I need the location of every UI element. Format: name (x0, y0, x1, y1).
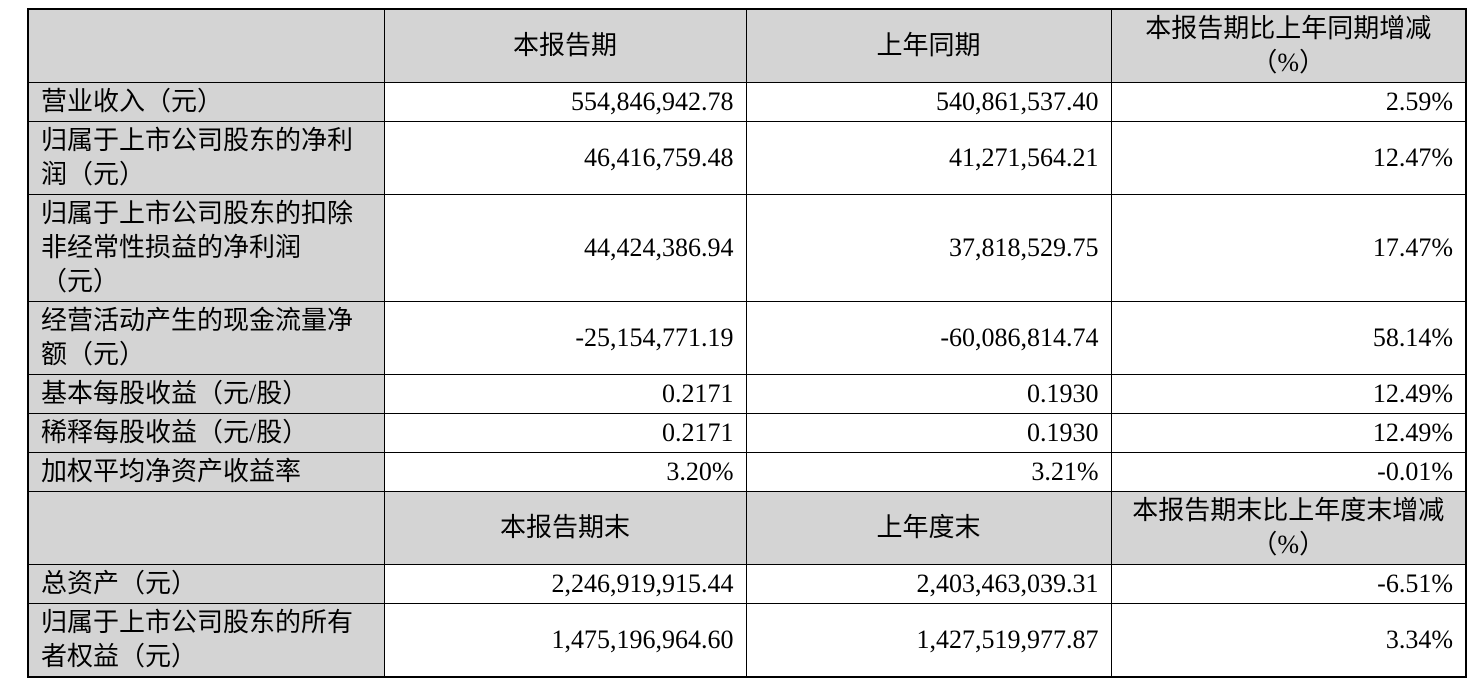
table-row-diluted-eps: 稀释每股收益（元/股） 0.2171 0.1930 12.49% (27, 413, 1467, 453)
table-row-net-profit: 归属于上市公司股东的净利 润（元） 46,416,759.48 41,271,5… (27, 121, 1467, 195)
current-period-value: 46,416,759.48 (383, 121, 747, 195)
current-period-value: 2,246,919,915.44 (383, 564, 747, 604)
prior-period-value: 540,861,537.40 (745, 82, 1112, 122)
prior-year-end-header: 上年度末 (745, 491, 1112, 565)
row-label: 归属于上市公司股东的扣除 非经常性损益的净利润 （元） (27, 194, 385, 302)
table-row-shareholders-equity: 归属于上市公司股东的所有 者权益（元） 1,475,196,964.60 1,4… (27, 603, 1467, 678)
period-end-header-row: 本报告期末 上年度末 本报告期末比上年度末增减 （%） (27, 491, 1467, 565)
row-label: 基本每股收益（元/股） (27, 374, 385, 414)
current-period-value: 0.2171 (383, 413, 747, 453)
row-label: 归属于上市公司股东的净利 润（元） (27, 121, 385, 195)
prior-period-header: 上年同期 (745, 8, 1112, 83)
change-percent-end-header: 本报告期末比上年度末增减 （%） (1110, 491, 1467, 565)
row-label: 加权平均净资产收益率 (27, 452, 385, 492)
period-header-row: 本报告期 上年同期 本报告期比上年同期增减 （%） (27, 8, 1467, 83)
current-period-value: 3.20% (383, 452, 747, 492)
table-row-operating-revenue: 营业收入（元） 554,846,942.78 540,861,537.40 2.… (27, 82, 1467, 122)
prior-period-value: 1,427,519,977.87 (745, 603, 1112, 678)
corner-cell (27, 8, 385, 83)
current-period-header: 本报告期 (383, 8, 747, 83)
table-row-basic-eps: 基本每股收益（元/股） 0.2171 0.1930 12.49% (27, 374, 1467, 414)
prior-period-value: 41,271,564.21 (745, 121, 1112, 195)
change-percent-value: 2.59% (1110, 82, 1467, 122)
table-row-weighted-avg-roe: 加权平均净资产收益率 3.20% 3.21% -0.01% (27, 452, 1467, 492)
table-row-operating-cash-flow: 经营活动产生的现金流量净 额（元） -25,154,771.19 -60,086… (27, 301, 1467, 375)
row-label: 稀释每股收益（元/股） (27, 413, 385, 453)
row-label: 总资产（元） (27, 564, 385, 604)
change-percent-value: 12.49% (1110, 374, 1467, 414)
prior-period-value: 0.1930 (745, 374, 1112, 414)
row-label: 归属于上市公司股东的所有 者权益（元） (27, 603, 385, 678)
change-percent-value: 58.14% (1110, 301, 1467, 375)
current-period-value: 0.2171 (383, 374, 747, 414)
financial-summary-table: 本报告期 上年同期 本报告期比上年同期增减 （%） 营业收入（元） 554,84… (27, 8, 1467, 678)
prior-period-value: 2,403,463,039.31 (745, 564, 1112, 604)
change-percent-value: 17.47% (1110, 194, 1467, 302)
current-period-value: -25,154,771.19 (383, 301, 747, 375)
table-row-net-profit-excl-nonrecurring: 归属于上市公司股东的扣除 非经常性损益的净利润 （元） 44,424,386.9… (27, 194, 1467, 302)
prior-period-value: -60,086,814.74 (745, 301, 1112, 375)
corner-cell (27, 491, 385, 565)
row-label: 经营活动产生的现金流量净 额（元） (27, 301, 385, 375)
prior-period-value: 3.21% (745, 452, 1112, 492)
change-percent-value: 3.34% (1110, 603, 1467, 678)
change-percent-value: 12.49% (1110, 413, 1467, 453)
change-percent-header: 本报告期比上年同期增减 （%） (1110, 8, 1467, 83)
change-percent-value: -0.01% (1110, 452, 1467, 492)
current-period-value: 1,475,196,964.60 (383, 603, 747, 678)
current-period-end-header: 本报告期末 (383, 491, 747, 565)
row-label: 营业收入（元） (27, 82, 385, 122)
current-period-value: 554,846,942.78 (383, 82, 747, 122)
change-percent-value: 12.47% (1110, 121, 1467, 195)
current-period-value: 44,424,386.94 (383, 194, 747, 302)
table-row-total-assets: 总资产（元） 2,246,919,915.44 2,403,463,039.31… (27, 564, 1467, 604)
prior-period-value: 37,818,529.75 (745, 194, 1112, 302)
prior-period-value: 0.1930 (745, 413, 1112, 453)
change-percent-value: -6.51% (1110, 564, 1467, 604)
